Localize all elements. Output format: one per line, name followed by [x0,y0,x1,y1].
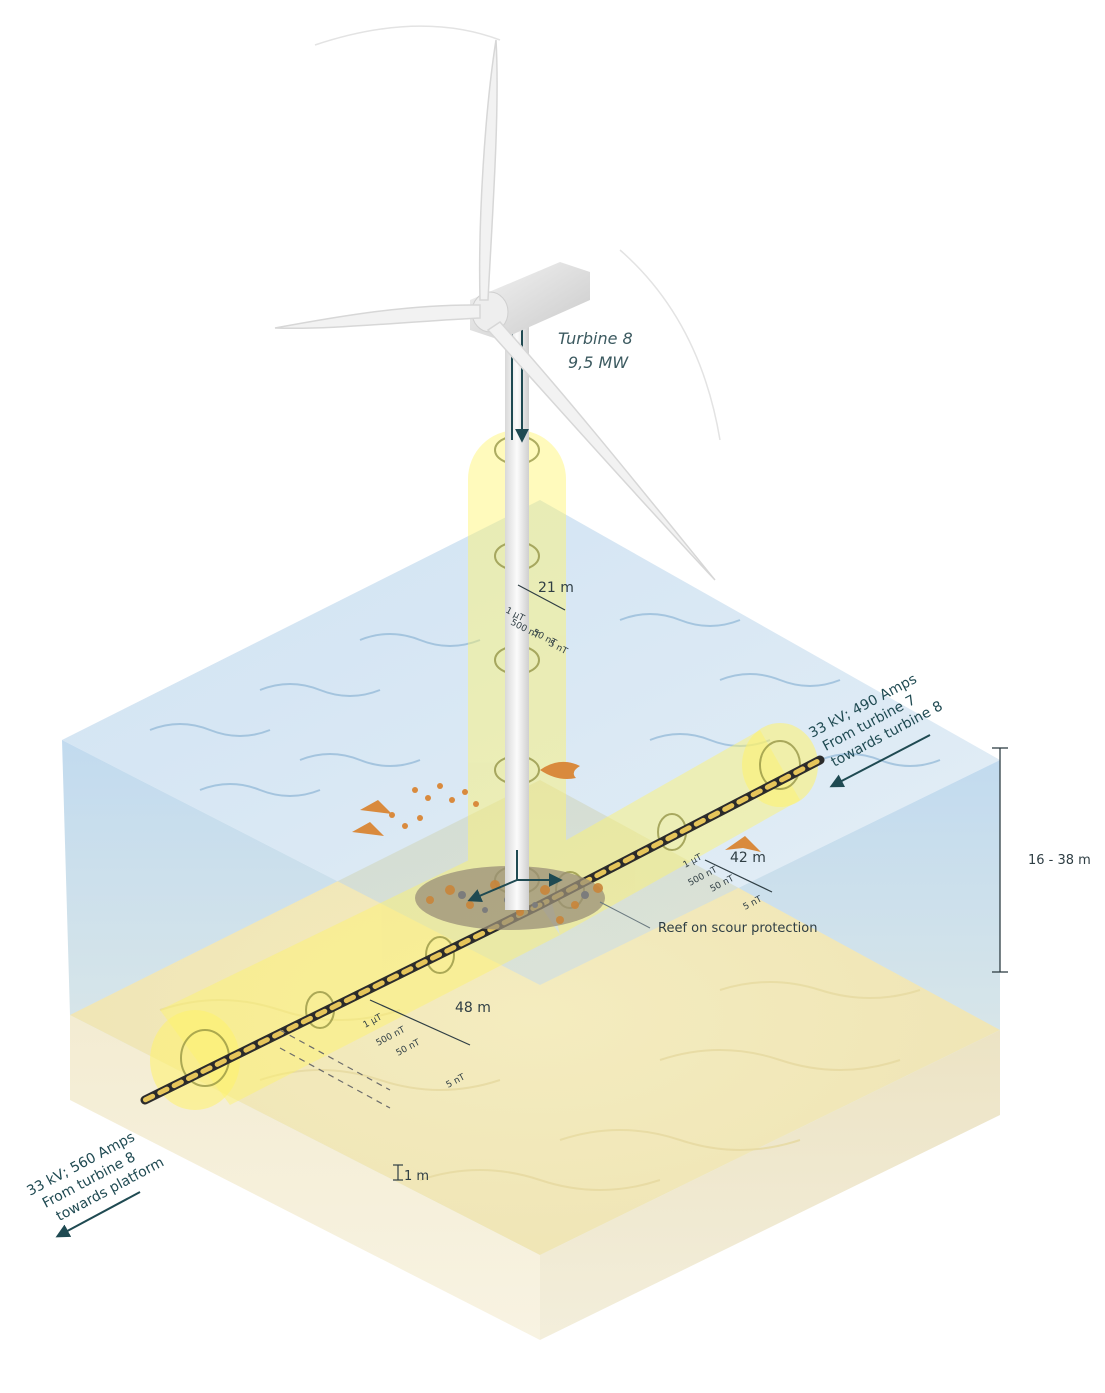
cable-out [140,900,545,1105]
cable-out-field-distance: 48 m [455,1000,491,1016]
marine-life [352,761,761,852]
turbine-tower [467,300,563,910]
burial-guides [279,1029,391,1109]
depth-label: 16 - 38 m [1028,853,1091,868]
seabed-surface [70,780,1000,1255]
cable-field-rings [180,740,801,1087]
fish-icon [540,761,580,779]
water-surface [62,500,1000,985]
reef-label: Reef on scour protection [658,921,817,936]
turbine-power: 9,5 MW [568,353,629,372]
tower-field-distance: 21 m [538,580,574,596]
rotor-sweep-arcs [314,25,721,441]
depth-bar [992,747,1008,973]
blade-right [486,321,716,581]
cable-in-field-distance: 42 m [730,850,766,866]
ray-icon [725,836,761,852]
burial-marker [393,1164,403,1181]
turbine-name: Turbine 8 [558,329,633,348]
burial-label: 1 m [404,1169,429,1184]
cable-in-field-band [540,730,800,935]
sediment-right-face [540,1030,1000,1340]
blade-top [478,39,498,301]
turbine-rotor [274,39,716,581]
cable-out-arrow [55,1191,141,1238]
ray-icon [352,822,384,836]
seabed-ripples [159,981,921,1191]
cable-in-arrow [829,734,931,788]
ray-icon [360,800,392,814]
reef-leader-line [599,901,651,929]
blade-left [274,304,481,330]
water-waves [149,613,941,797]
